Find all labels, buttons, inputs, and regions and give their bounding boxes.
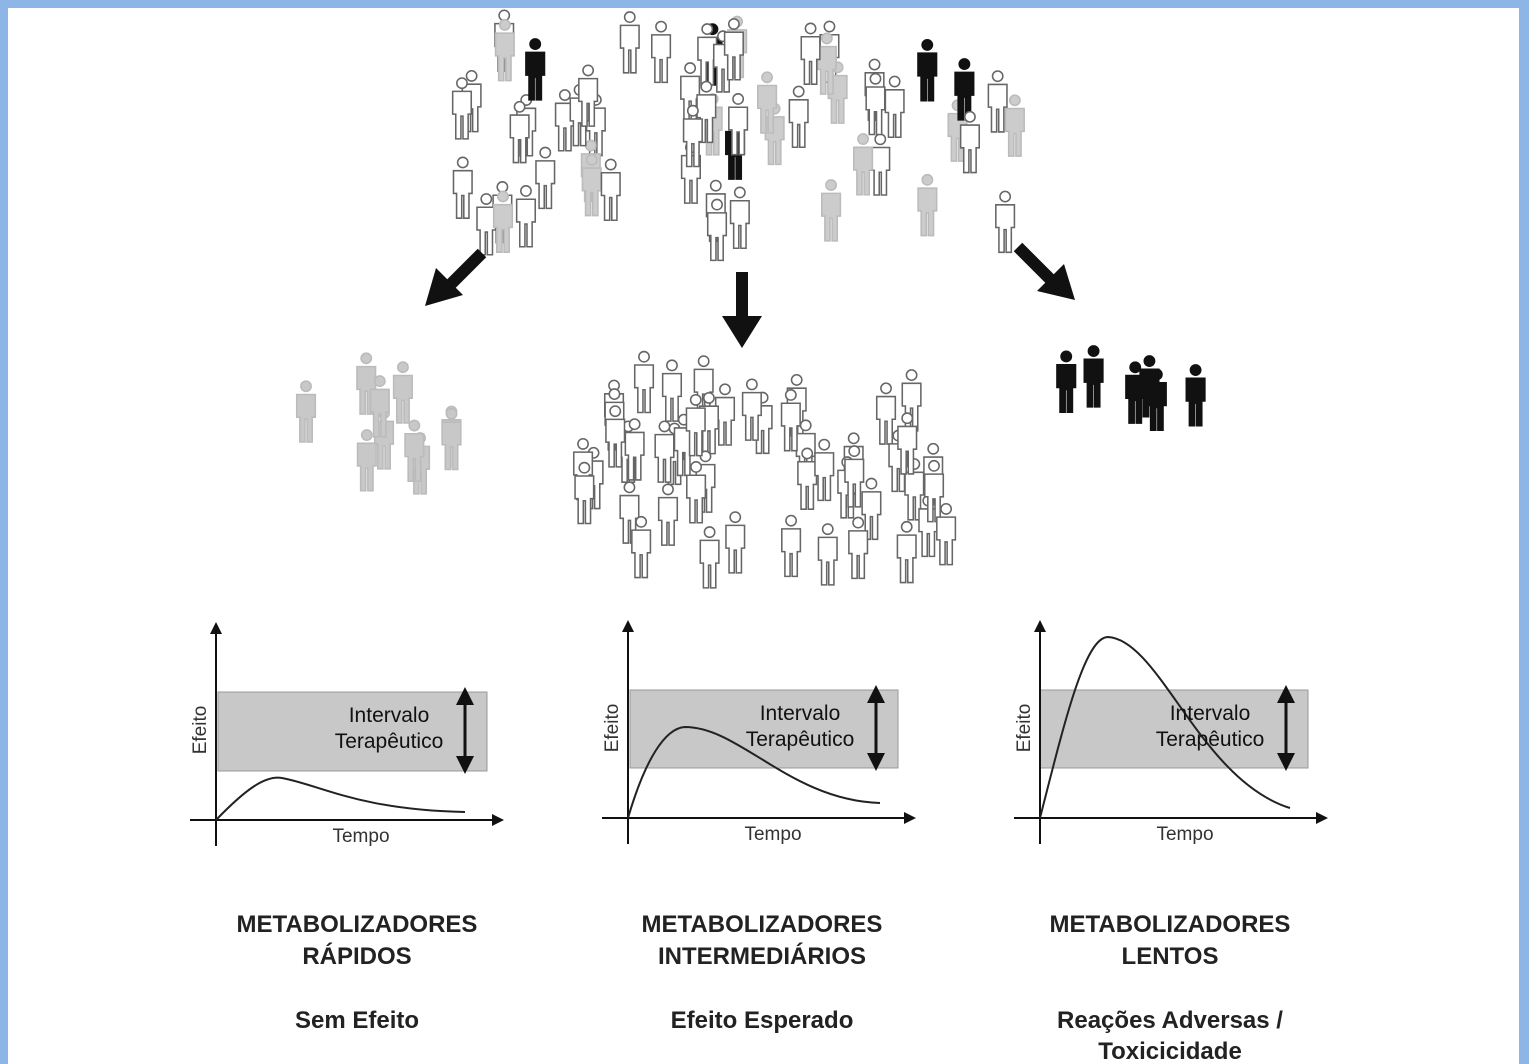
band-label: Terapêutico [1156, 728, 1265, 751]
band-label: Intervalo [760, 702, 841, 725]
effect-graph: Intervalo Terapêutico Efeito Tempo METABOLIZ… [190, 622, 504, 1034]
band-label: Intervalo [349, 704, 430, 727]
band-label: Terapêutico [335, 730, 444, 753]
outcome: Efeito Esperado [671, 1007, 854, 1034]
band-label: Terapêutico [746, 728, 855, 751]
therapeutic-band [217, 691, 488, 772]
outcome: Sem Efeito [295, 1007, 419, 1034]
x-axis-label: Tempo [1156, 824, 1213, 845]
group-title: LENTOS [1122, 943, 1219, 970]
arrow-head [722, 316, 762, 348]
group-title: RÁPIDOS [302, 942, 411, 970]
effect-curve [627, 725, 881, 819]
effect-graph: Intervalo Terapêutico Efeito Tempo METABOLIZ… [1014, 620, 1328, 1064]
group-title: INTERMEDIÁRIOS [658, 942, 866, 970]
therapeutic-band [629, 689, 899, 769]
effect-curve [1039, 635, 1291, 819]
arrow-head [1037, 264, 1075, 300]
y-axis-label: Efeito [190, 706, 211, 755]
outcome: Reações Adversas / [1057, 1007, 1283, 1034]
outcome: Toxicicidade [1098, 1038, 1242, 1064]
arrow-head [425, 268, 463, 306]
group-title: METABOLIZADORES [1050, 911, 1291, 938]
group-title: METABOLIZADORES [642, 911, 883, 938]
effect-graph: Intervalo Terapêutico Efeito Tempo METABOLIZ… [602, 620, 916, 1034]
effect-curve [215, 776, 466, 821]
group-title: METABOLIZADORES [237, 911, 478, 938]
y-axis-label: Efeito [1014, 704, 1035, 753]
arrow-right [1013, 242, 1055, 284]
y-axis-label: Efeito [602, 704, 623, 753]
arrow-left [445, 248, 487, 290]
therapeutic-band [1039, 689, 1309, 769]
arrows [425, 242, 1075, 348]
x-axis-label: Tempo [744, 824, 801, 845]
panels: Intervalo Terapêutico Efeito Tempo METABOLIZ… [190, 620, 1328, 1064]
canvas [8, 8, 1519, 1064]
x-axis-label: Tempo [332, 826, 389, 847]
band-label: Intervalo [1170, 702, 1251, 725]
